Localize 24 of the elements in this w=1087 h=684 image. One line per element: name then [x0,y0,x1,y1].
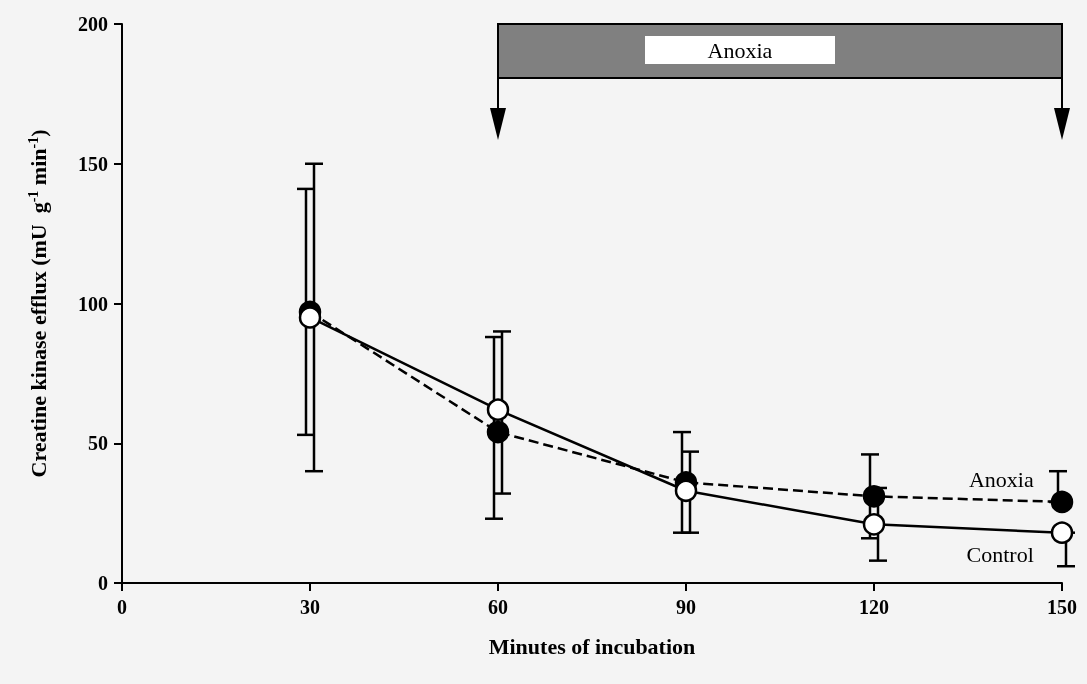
x-axis-title: Minutes of incubation [488,633,696,659]
x-tick-label: 60 [488,596,508,618]
series-label: Control [966,542,1034,568]
x-tick-label: 0 [117,596,127,618]
point [1050,490,1074,514]
x-tick-label: 90 [676,596,696,618]
y-tick-label: 100 [78,292,108,315]
x-tick-label: 30 [300,596,320,618]
y-tick-label: 150 [78,152,108,175]
y-tick-label: 200 [78,13,108,35]
x-tick-label: 150 [1047,596,1077,618]
x-tick-label: 120 [859,596,889,618]
series-label: Anoxia [968,467,1034,493]
point [862,513,886,536]
point [674,479,698,503]
y-tick-label: 50 [88,432,108,455]
band-label: Anoxia [707,37,773,63]
y-axis-title: Creatine kinase efflux (mU g-1 min-1) [25,129,51,478]
point [486,420,510,444]
y-tick-label: 0 [98,572,108,594]
point [862,485,886,508]
point [1050,521,1074,544]
point [298,306,322,329]
point [486,398,510,421]
